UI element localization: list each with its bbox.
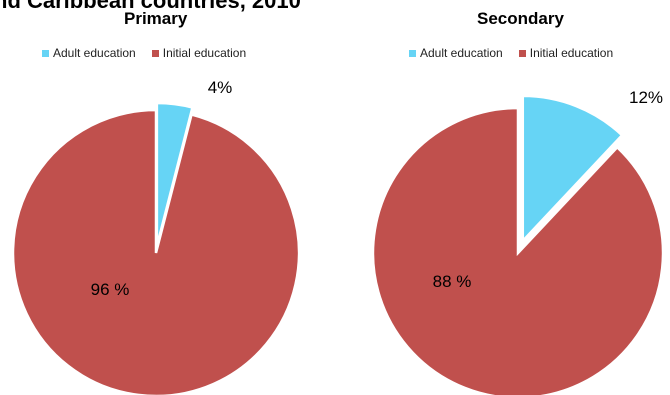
legend-entry-initial: Initial education [518,46,614,60]
data-label-adult-education: 12% [629,88,663,107]
data-label-initial-education: 96 % [91,280,130,299]
data-label-initial-education: 88 % [433,272,472,291]
chart-title-secondary: Secondary [477,9,564,28]
legend-swatch-adult [42,49,49,57]
legend-entry-initial: Initial education [151,46,247,60]
pie-slice-initial-education [11,108,301,395]
legend-swatch-initial [151,49,159,57]
legend-swatch-initial [518,49,526,57]
pie-slice-initial-education [371,106,665,395]
legend-primary: Adult education Initial education [42,46,262,60]
legend-label-adult: Adult education [53,46,136,60]
pie-slice-adult-education [521,94,624,245]
page-title: nd Caribbean countries, 2010 [0,0,301,13]
legend-entry-adult: Adult education [409,46,503,60]
legend-label-adult: Adult education [420,46,503,60]
legend-label-initial: Initial education [529,46,614,60]
legend-secondary: Adult education Initial education [409,46,629,60]
legend-label-initial: Initial education [162,46,247,60]
data-label-adult-education: 4% [208,78,233,97]
legend-swatch-adult [409,49,416,57]
chart-title-primary: Primary [124,9,188,28]
legend-entry-adult: Adult education [42,46,136,60]
